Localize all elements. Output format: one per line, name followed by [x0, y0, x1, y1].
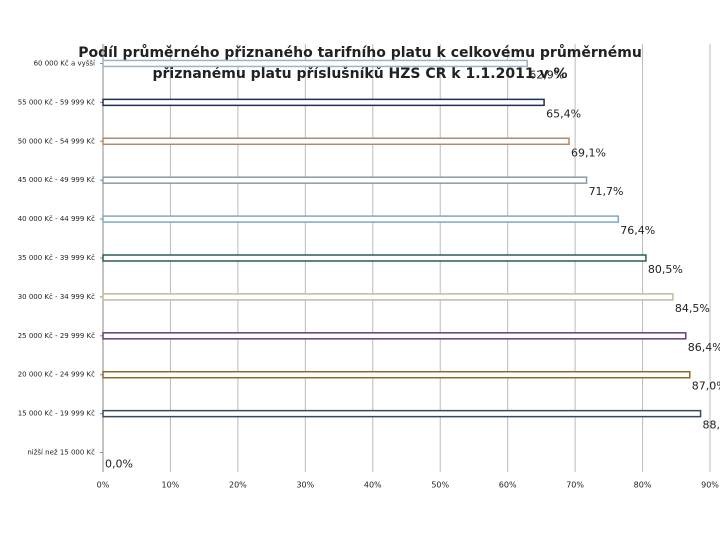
y-tick-label: 60 000 Kč a vyšší — [34, 59, 96, 67]
x-tick-label: 60% — [499, 481, 517, 490]
value-label: 80,5% — [648, 263, 683, 276]
bar — [102, 293, 674, 301]
bar — [102, 409, 702, 418]
chart-title: Podíl průměrného přiznaného tarifního pl… — [78, 44, 642, 61]
bar — [102, 215, 620, 223]
y-tick-label: 30 000 Kč - 34 999 Kč — [18, 293, 95, 301]
y-tick-label: 35 000 Kč - 39 999 Kč — [18, 254, 95, 262]
bar — [102, 98, 545, 107]
value-label: 69,1% — [571, 146, 606, 159]
y-tick-label: 25 000 Kč - 29 999 Kč — [18, 332, 95, 340]
value-label: 87,0% — [692, 380, 720, 393]
x-tick-label: 20% — [229, 481, 247, 490]
bar — [102, 137, 570, 146]
value-label: 86,4% — [688, 341, 720, 354]
x-tick-label: 50% — [431, 481, 449, 490]
value-label: 88,6% — [703, 419, 720, 432]
x-tick-label: 30% — [296, 481, 314, 490]
value-label: 76,4% — [620, 224, 655, 237]
y-tick-label: 15 000 Kč - 19 999 Kč — [18, 410, 95, 418]
bar — [102, 59, 528, 68]
bar — [102, 254, 647, 262]
chart-title: přiznanému platu příslušníků HZS ČR k 1.… — [153, 64, 568, 82]
x-tick-label: 0% — [97, 481, 110, 490]
x-tick-label: 40% — [364, 481, 382, 490]
y-tick-label: 50 000 Kč - 54 999 Kč — [18, 137, 95, 145]
value-label: 71,7% — [589, 185, 624, 198]
y-tick-label: 20 000 Kč - 24 999 Kč — [18, 371, 95, 379]
y-tick-label: 40 000 Kč - 44 999 Kč — [18, 215, 95, 223]
bar — [102, 332, 687, 340]
value-label: 84,5% — [675, 302, 710, 315]
value-label: 62,9% — [529, 68, 564, 81]
bar — [102, 370, 691, 379]
x-tick-label: 70% — [566, 481, 584, 490]
x-tick-label: 10% — [162, 481, 180, 490]
bar — [102, 176, 588, 184]
x-tick-label: 80% — [634, 481, 652, 490]
y-tick-label: 55 000 Kč - 59 999 Kč — [18, 98, 95, 106]
value-label: 65,4% — [546, 107, 581, 120]
y-tick-label: 45 000 Kč - 49 999 Kč — [18, 176, 95, 184]
x-tick-label: 90% — [701, 481, 719, 490]
value-label: 0,0% — [105, 458, 133, 471]
y-tick-label: nižší než 15 000 Kč — [27, 449, 95, 457]
